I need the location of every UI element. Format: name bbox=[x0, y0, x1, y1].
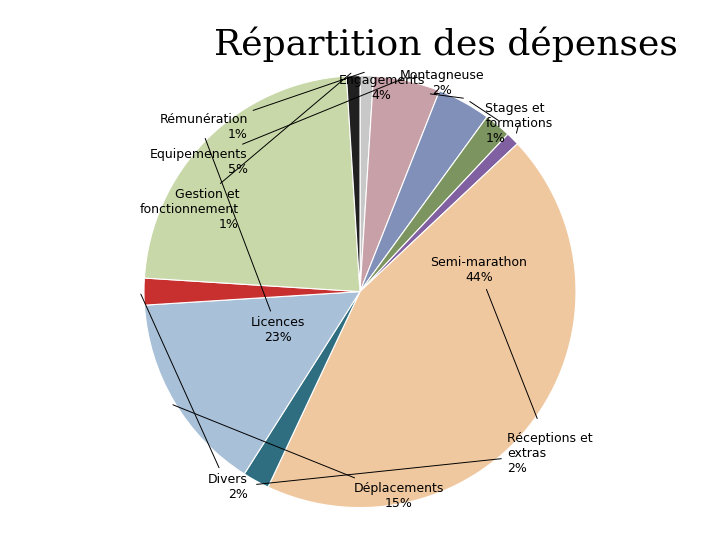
Wedge shape bbox=[360, 91, 487, 292]
Wedge shape bbox=[360, 76, 439, 292]
Wedge shape bbox=[268, 144, 576, 508]
Text: Déplacements
15%: Déplacements 15% bbox=[173, 405, 444, 510]
Wedge shape bbox=[144, 278, 360, 305]
Text: Répartition des dépenses: Répartition des dépenses bbox=[215, 27, 678, 63]
Wedge shape bbox=[360, 134, 518, 292]
Wedge shape bbox=[145, 76, 360, 292]
Text: Gestion et
fonctionnement
1%: Gestion et fonctionnement 1% bbox=[140, 73, 351, 231]
Text: Rémunération
1%: Rémunération 1% bbox=[159, 72, 364, 141]
Text: Licences
23%: Licences 23% bbox=[205, 138, 305, 345]
Text: Stages et
formations
1%: Stages et formations 1% bbox=[485, 102, 552, 145]
Text: Engagements
4%: Engagements 4% bbox=[338, 73, 464, 102]
Text: Semi-marathon
44%: Semi-marathon 44% bbox=[431, 256, 537, 418]
Wedge shape bbox=[346, 76, 360, 292]
Text: Divers
2%: Divers 2% bbox=[141, 294, 248, 501]
Text: Réceptions et
extras
2%: Réceptions et extras 2% bbox=[256, 432, 593, 484]
Text: Montagneuse
2%: Montagneuse 2% bbox=[400, 69, 498, 120]
Text: Equipemenents
5%: Equipemenents 5% bbox=[150, 78, 405, 176]
Wedge shape bbox=[360, 76, 374, 292]
Wedge shape bbox=[360, 117, 508, 292]
Wedge shape bbox=[145, 292, 360, 474]
Wedge shape bbox=[244, 292, 360, 487]
